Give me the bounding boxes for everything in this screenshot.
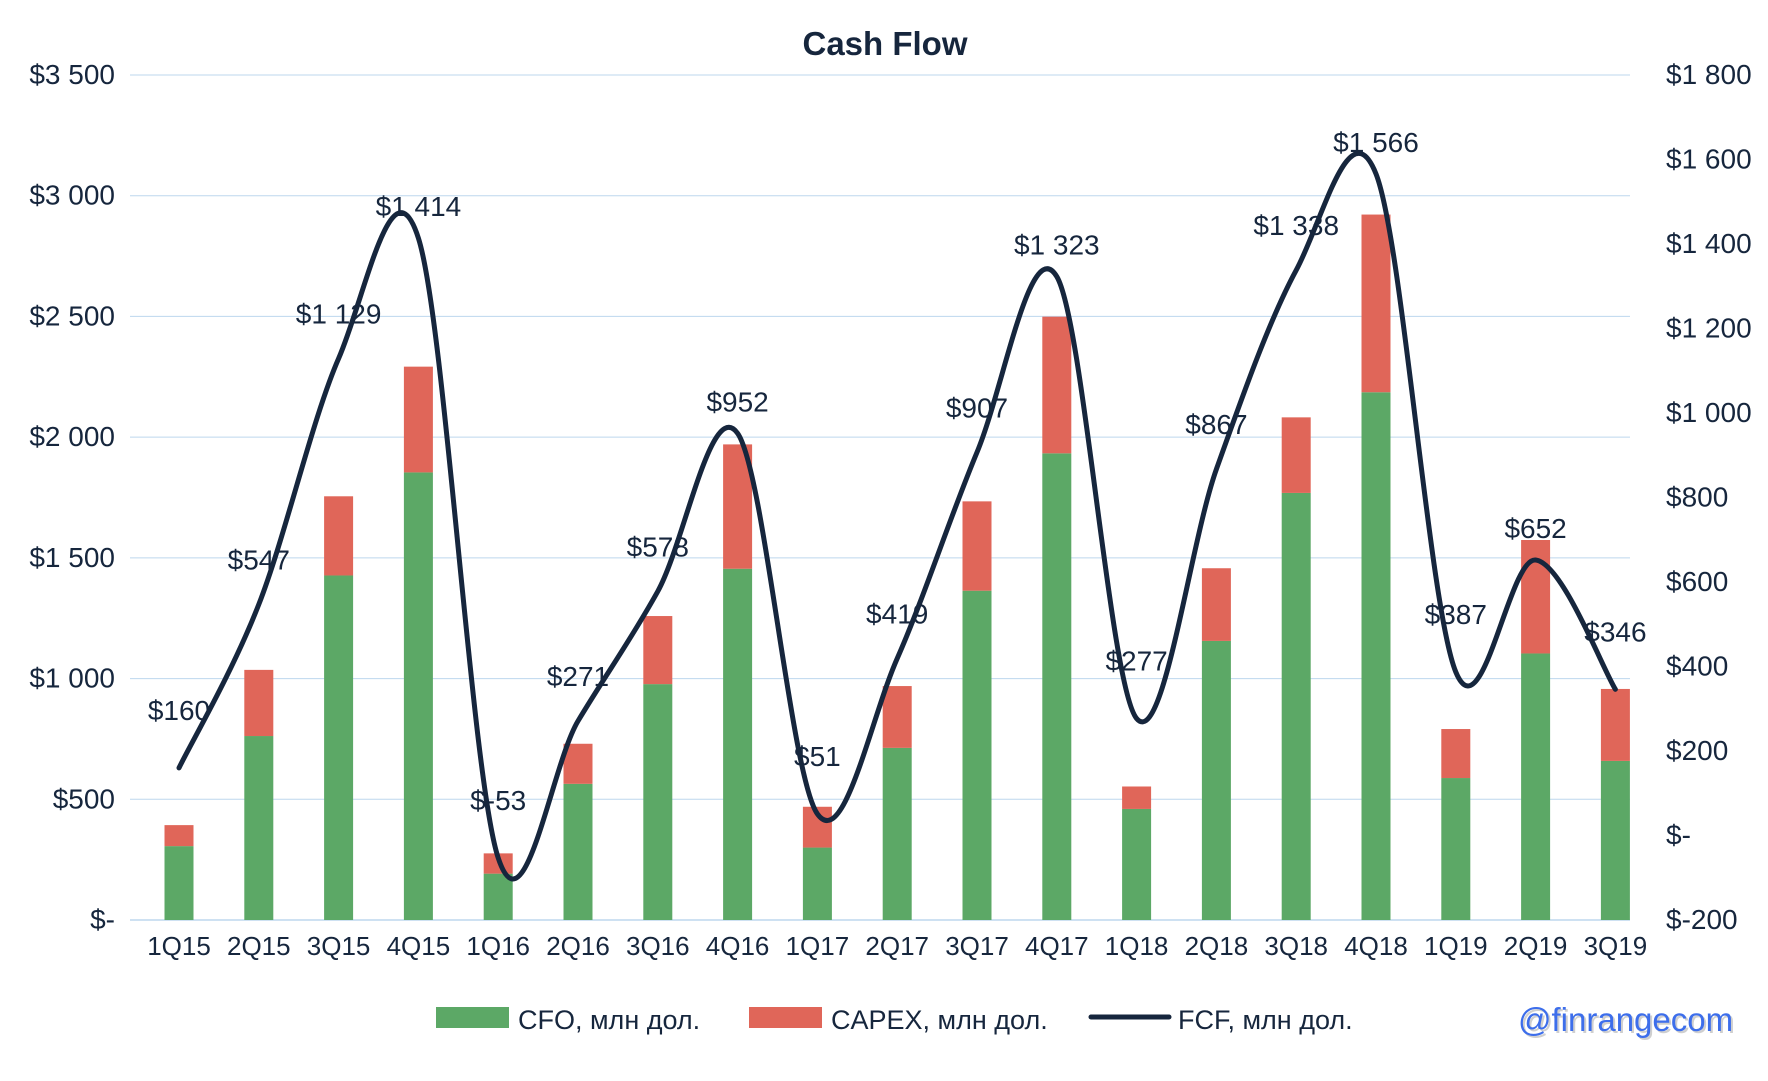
svg-text:$547: $547 xyxy=(228,544,290,575)
svg-text:$160: $160 xyxy=(148,695,210,726)
svg-text:$-53: $-53 xyxy=(470,785,526,816)
svg-text:$-: $- xyxy=(1666,820,1691,851)
svg-text:$419: $419 xyxy=(866,599,928,630)
svg-text:$1 500: $1 500 xyxy=(29,542,115,573)
svg-text:Cash Flow: Cash Flow xyxy=(802,25,967,62)
svg-text:$3 000: $3 000 xyxy=(29,180,115,211)
svg-text:4Q18: 4Q18 xyxy=(1344,931,1408,961)
svg-text:$-: $- xyxy=(90,904,115,935)
svg-text:$1 200: $1 200 xyxy=(1666,313,1752,344)
svg-text:3Q17: 3Q17 xyxy=(945,931,1009,961)
svg-text:3Q15: 3Q15 xyxy=(307,931,371,961)
svg-text:$271: $271 xyxy=(547,661,609,692)
svg-text:4Q17: 4Q17 xyxy=(1025,931,1089,961)
svg-text:@finrangecom: @finrangecom xyxy=(1518,1001,1733,1038)
svg-text:$1 000: $1 000 xyxy=(1666,397,1752,428)
svg-text:FCF, млн дол.: FCF, млн дол. xyxy=(1178,1005,1353,1035)
svg-text:$346: $346 xyxy=(1584,616,1646,647)
svg-text:4Q15: 4Q15 xyxy=(387,931,451,961)
svg-text:2Q15: 2Q15 xyxy=(227,931,291,961)
svg-text:$200: $200 xyxy=(1666,735,1728,766)
svg-text:$867: $867 xyxy=(1185,409,1247,440)
svg-text:$500: $500 xyxy=(53,783,115,814)
svg-text:$51: $51 xyxy=(794,741,841,772)
svg-text:$578: $578 xyxy=(627,531,689,562)
svg-text:3Q19: 3Q19 xyxy=(1584,931,1648,961)
svg-text:$907: $907 xyxy=(946,392,1008,423)
svg-text:2Q17: 2Q17 xyxy=(865,931,929,961)
svg-text:2Q19: 2Q19 xyxy=(1504,931,1568,961)
svg-text:CAPEX, млн дол.: CAPEX, млн дол. xyxy=(831,1005,1048,1035)
svg-text:$1 323: $1 323 xyxy=(1014,230,1100,261)
svg-text:$277: $277 xyxy=(1105,646,1167,677)
svg-text:$-200: $-200 xyxy=(1666,904,1738,935)
svg-text:CFO, млн дол.: CFO, млн дол. xyxy=(518,1005,700,1035)
svg-text:3Q16: 3Q16 xyxy=(626,931,690,961)
svg-text:1Q16: 1Q16 xyxy=(466,931,530,961)
svg-text:$1 000: $1 000 xyxy=(29,663,115,694)
svg-text:$1 414: $1 414 xyxy=(376,191,462,222)
svg-text:1Q19: 1Q19 xyxy=(1424,931,1488,961)
svg-text:2Q18: 2Q18 xyxy=(1185,931,1249,961)
svg-text:$652: $652 xyxy=(1504,513,1566,544)
svg-text:$2 000: $2 000 xyxy=(29,421,115,452)
svg-text:$952: $952 xyxy=(706,386,768,417)
svg-text:$1 600: $1 600 xyxy=(1666,144,1752,175)
svg-text:$3 500: $3 500 xyxy=(29,59,115,90)
svg-text:2Q16: 2Q16 xyxy=(546,931,610,961)
svg-text:1Q15: 1Q15 xyxy=(147,931,211,961)
svg-text:$600: $600 xyxy=(1666,566,1728,597)
svg-text:$400: $400 xyxy=(1666,651,1728,682)
svg-text:$1 566: $1 566 xyxy=(1333,127,1419,158)
svg-text:3Q18: 3Q18 xyxy=(1264,931,1328,961)
svg-text:$1 800: $1 800 xyxy=(1666,59,1752,90)
svg-text:$2 500: $2 500 xyxy=(29,300,115,331)
svg-text:$1 129: $1 129 xyxy=(296,299,382,330)
svg-text:$387: $387 xyxy=(1425,599,1487,630)
svg-text:$800: $800 xyxy=(1666,482,1728,513)
svg-text:1Q18: 1Q18 xyxy=(1105,931,1169,961)
svg-text:$1 400: $1 400 xyxy=(1666,228,1752,259)
svg-text:4Q16: 4Q16 xyxy=(706,931,770,961)
svg-text:$1 338: $1 338 xyxy=(1253,210,1339,241)
svg-text:1Q17: 1Q17 xyxy=(786,931,850,961)
